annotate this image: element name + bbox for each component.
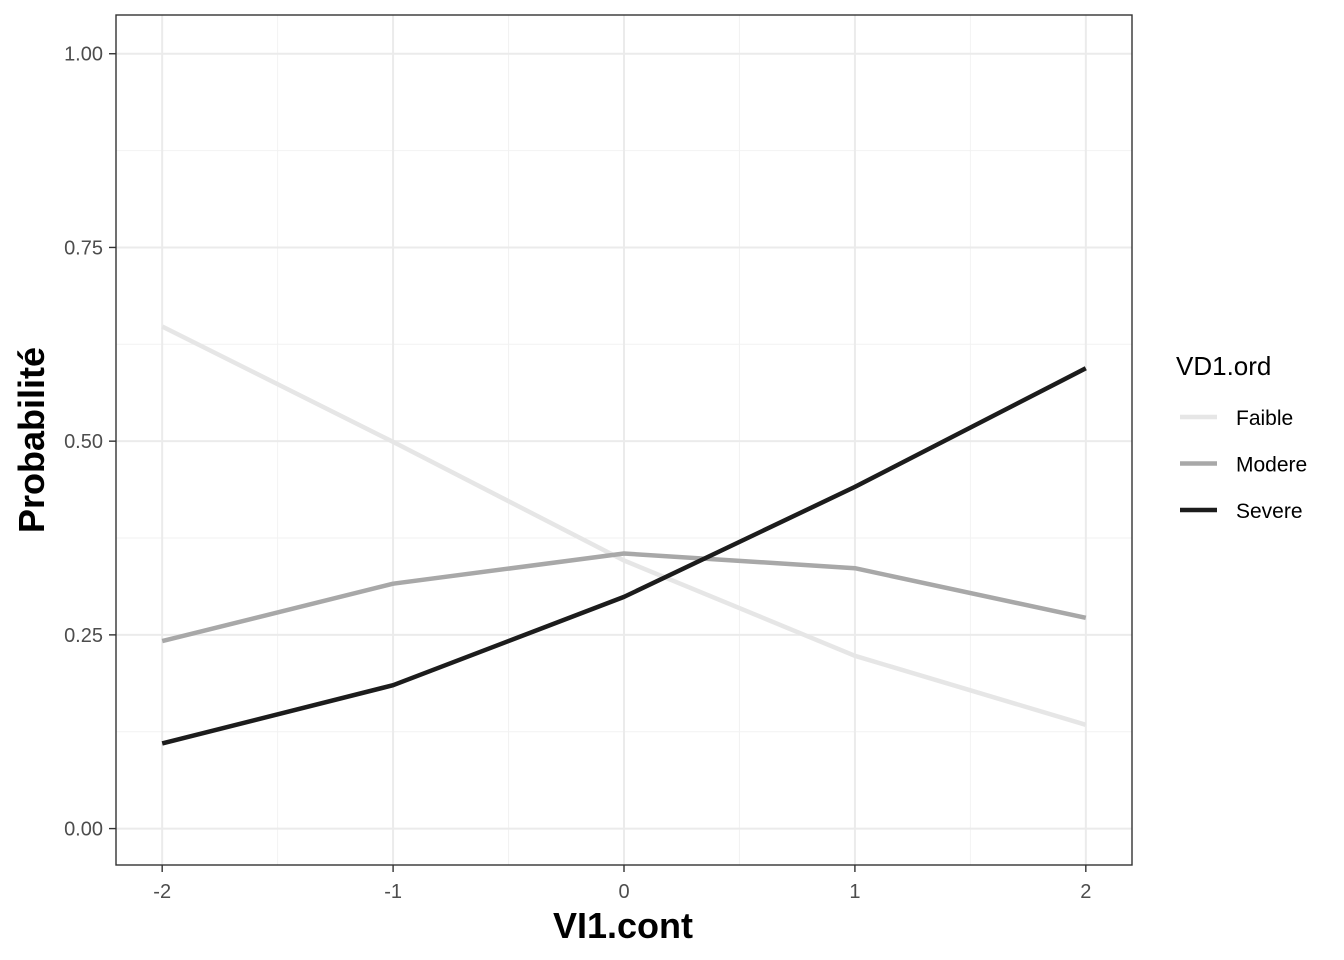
series-line-severe — [161, 366, 1087, 746]
y-tick-label: 0.00 — [64, 819, 103, 841]
x-tick-label: 2 — [1080, 881, 1091, 903]
legend-label-faible: Faible — [1236, 407, 1293, 430]
series-line-modere — [161, 551, 1087, 644]
legend-title: VD1.ord — [1176, 351, 1271, 381]
x-axis-title: VI1.cont — [553, 905, 693, 946]
y-axis-title: Probabilité — [11, 347, 52, 533]
series-lines — [161, 324, 1087, 746]
series-line-faible — [161, 324, 1087, 727]
x-tick-label: 0 — [618, 881, 629, 903]
y-axis: 0.00 0.25 0.50 0.75 1.00 — [64, 44, 116, 841]
x-tick-label: -2 — [153, 881, 171, 903]
y-tick-label: 0.25 — [64, 625, 103, 647]
legend-label-severe: Severe — [1236, 500, 1303, 523]
x-tick-label: -1 — [384, 881, 402, 903]
y-tick-label: 0.50 — [64, 431, 103, 453]
legend: VD1.ord Faible Modere Severe — [1176, 351, 1307, 523]
x-axis: -2 -1 0 1 2 — [153, 865, 1091, 903]
legend-label-modere: Modere — [1236, 454, 1307, 477]
y-tick-label: 1.00 — [64, 44, 103, 66]
y-tick-label: 0.75 — [64, 237, 103, 259]
x-tick-label: 1 — [849, 881, 860, 903]
